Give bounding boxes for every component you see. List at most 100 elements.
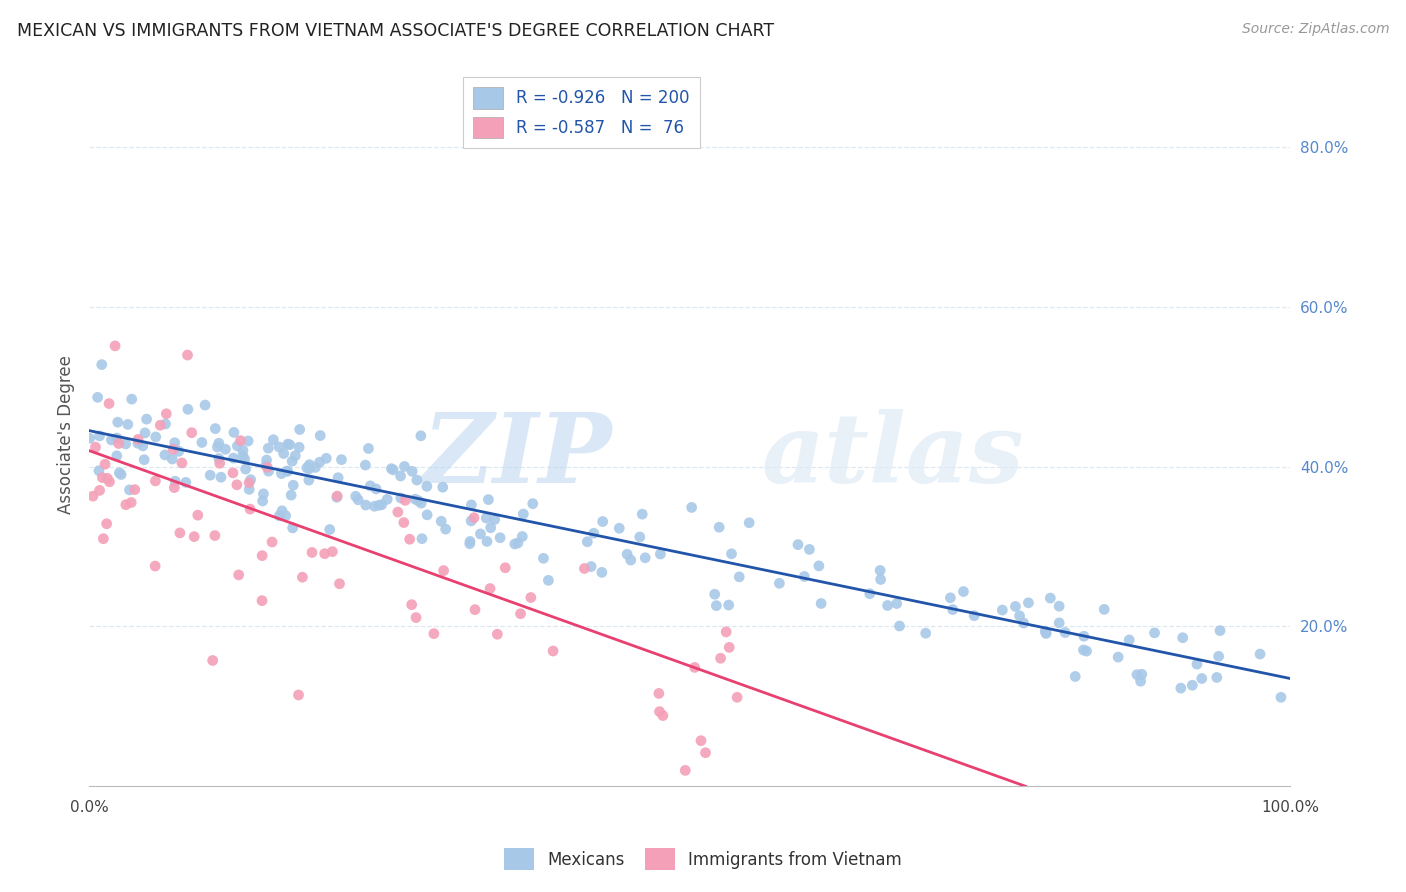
Point (194, 398, 217, 412)
Point (433, 564, 456, 578)
Point (298, 473, 321, 487)
Point (738, 516, 761, 530)
Point (214, 442, 236, 457)
Point (537, 574, 560, 588)
Point (98, 396, 121, 410)
Point (458, 534, 481, 549)
Legend: R = -0.926   N = 200, R = -0.587   N =  76: R = -0.926 N = 200, R = -0.587 N = 76 (463, 77, 700, 148)
Text: Source: ZipAtlas.com: Source: ZipAtlas.com (1241, 22, 1389, 37)
Point (434, 522, 457, 536)
Point (298, 462, 321, 476)
Point (304, 460, 326, 475)
Point (1185, 657, 1208, 672)
Point (394, 459, 416, 474)
Point (939, 591, 962, 605)
Point (276, 464, 298, 478)
Point (326, 490, 349, 504)
Point (475, 534, 498, 549)
Point (710, 651, 733, 665)
Point (354, 458, 377, 472)
Point (607, 521, 630, 535)
Point (281, 521, 304, 535)
Point (631, 507, 654, 521)
Point (690, 733, 713, 747)
Point (725, 690, 748, 705)
Point (574, 561, 596, 575)
Point (347, 492, 370, 507)
Point (889, 619, 911, 633)
Point (1076, 644, 1098, 658)
Point (411, 496, 433, 510)
Point (799, 542, 821, 557)
Point (236, 434, 259, 448)
Point (1035, 624, 1057, 639)
Point (533, 551, 555, 566)
Point (319, 523, 342, 537)
Legend: Mexicans, Immigrants from Vietnam: Mexicans, Immigrants from Vietnam (498, 842, 908, 877)
Point (110, 467, 132, 482)
Point (810, 597, 832, 611)
Point (145, 430, 167, 444)
Point (256, 460, 278, 475)
Point (1092, 602, 1115, 616)
Point (486, 627, 509, 641)
Point (432, 480, 454, 494)
Point (280, 488, 302, 502)
Point (238, 475, 260, 490)
Point (235, 462, 257, 476)
Point (277, 437, 299, 451)
Point (477, 492, 499, 507)
Point (87, 464, 110, 478)
Point (222, 425, 245, 440)
Point (344, 489, 367, 503)
Point (155, 407, 177, 421)
Point (1249, 647, 1271, 661)
Point (720, 547, 742, 561)
Point (368, 498, 391, 512)
Point (89, 429, 111, 443)
Point (952, 584, 974, 599)
Point (163, 481, 186, 495)
Point (108, 466, 131, 480)
Point (389, 469, 412, 483)
Point (257, 441, 280, 455)
Point (460, 498, 482, 512)
Point (284, 449, 307, 463)
Point (287, 688, 309, 702)
Point (942, 602, 965, 616)
Point (326, 489, 349, 503)
Point (252, 494, 274, 508)
Point (82, 489, 104, 503)
Point (187, 508, 209, 523)
Point (270, 467, 292, 481)
Point (120, 495, 142, 509)
Point (807, 558, 830, 573)
Point (963, 608, 986, 623)
Point (208, 451, 231, 466)
Point (1270, 690, 1292, 705)
Point (509, 607, 531, 621)
Point (143, 559, 166, 574)
Point (520, 591, 543, 605)
Point (239, 473, 262, 487)
Point (1208, 649, 1230, 664)
Point (1209, 624, 1232, 638)
Point (408, 493, 430, 508)
Point (127, 436, 149, 450)
Point (208, 456, 231, 470)
Point (1129, 674, 1152, 689)
Point (273, 446, 295, 460)
Point (288, 440, 311, 454)
Point (876, 599, 898, 613)
Point (375, 492, 398, 507)
Point (180, 425, 202, 440)
Point (107, 415, 129, 429)
Point (134, 425, 156, 440)
Point (170, 456, 193, 470)
Point (1012, 615, 1035, 630)
Point (404, 492, 426, 507)
Point (96, 516, 118, 531)
Point (233, 452, 256, 467)
Point (232, 449, 254, 463)
Point (423, 626, 446, 640)
